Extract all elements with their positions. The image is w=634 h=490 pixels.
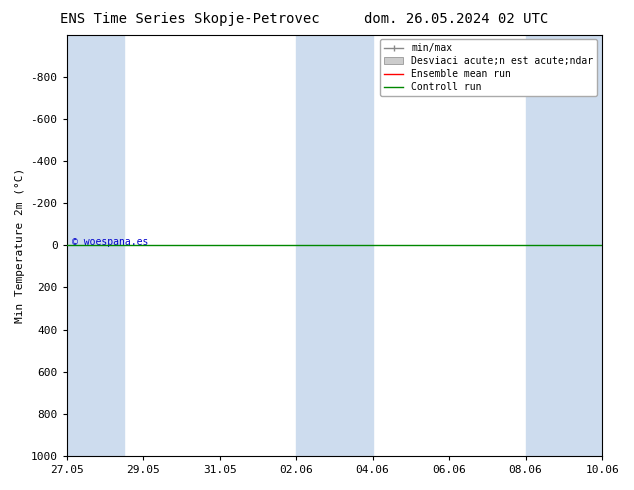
Y-axis label: Min Temperature 2m (°C): Min Temperature 2m (°C) (15, 168, 25, 323)
Bar (296, 35, 373, 456)
Legend: min/max, Desviaci acute;n est acute;ndar, Ensemble mean run, Controll run: min/max, Desviaci acute;n est acute;ndar… (380, 40, 597, 96)
Text: ENS Time Series Skopje-Petrovec: ENS Time Series Skopje-Petrovec (60, 12, 320, 26)
Bar (526, 35, 602, 456)
Bar (67, 35, 124, 456)
Text: dom. 26.05.2024 02 UTC: dom. 26.05.2024 02 UTC (365, 12, 548, 26)
Text: © woespana.es: © woespana.es (72, 237, 148, 247)
